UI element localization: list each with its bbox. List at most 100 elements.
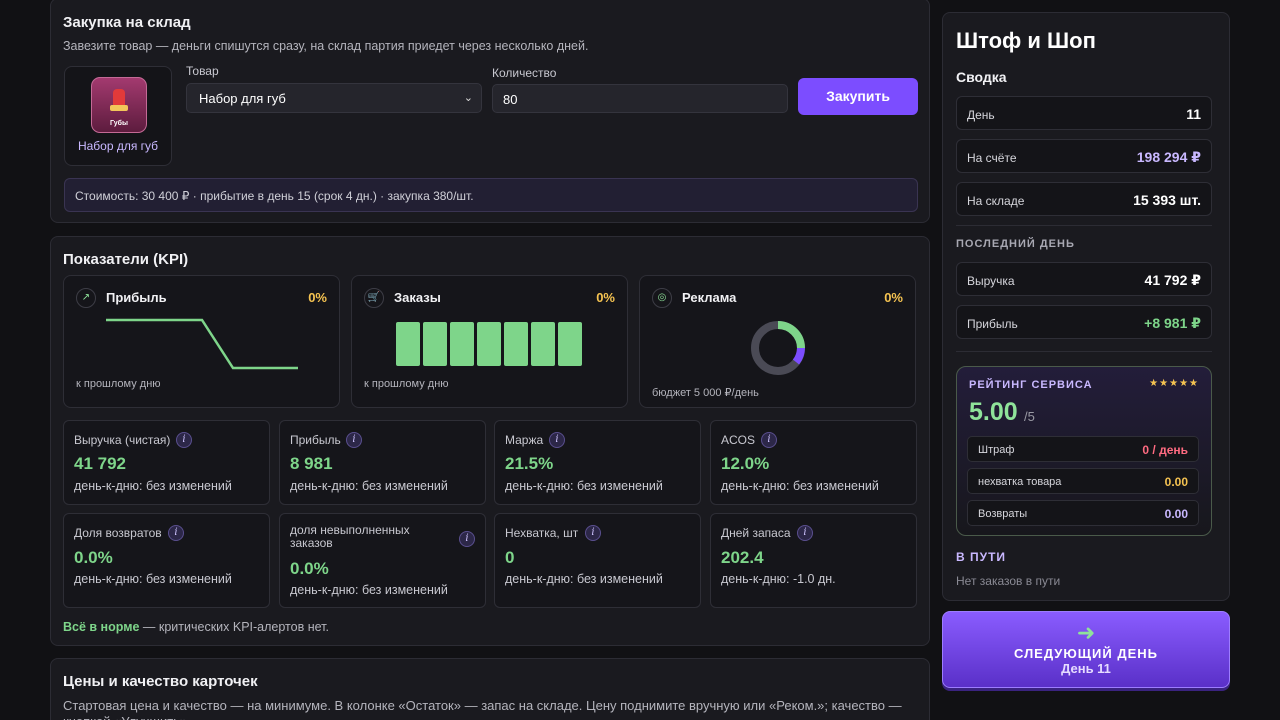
profit-sparkline [106,318,298,370]
mini-title: Прибыль [106,290,167,305]
cart-icon: 🛒 [364,288,384,308]
buy-button[interactable]: Закупить [798,78,918,115]
purchase-card: Закупка на склад Завезите товар — деньги… [50,0,930,223]
product-tile[interactable]: Губы Набор для губ [64,66,172,166]
purchase-title: Закупка на склад [63,14,191,31]
info-icon[interactable]: i [797,525,813,541]
mini-pct: 0% [884,290,903,305]
mini-note: к прошлому дню [364,378,449,390]
next-day-label: СЛЕДУЮЩИЙ ДЕНЬ [1014,646,1158,661]
summary-row-balance: На счёте 198 294 ₽ [956,139,1212,173]
rating-row-value: 0.00 [1164,507,1188,521]
orders-mini-card[interactable]: 🛒 Заказы 0% к прошлому дню [351,275,628,408]
row-value: +8 981 ₽ [1144,315,1201,331]
stat-value: 202.4 [721,548,764,567]
stat-label: доля невыполненных заказов [290,523,410,550]
target-icon: ◎ [652,288,672,308]
product-select[interactable]: Набор для губ ⌄ [186,83,482,113]
last-day-row-profit: Прибыль +8 981 ₽ [956,305,1212,339]
stat-margin[interactable]: Маржа i 21.5% день-к-дню: без изменений [494,420,701,505]
prices-card: Цены и качество карточек Стартовая цена … [50,658,930,720]
stat-value: 0.0% [74,548,113,567]
stat-label: Нехватка, шт [505,526,579,540]
stat-unfulfilled-share[interactable]: доля невыполненных заказов i 0.0% день-к… [279,513,486,608]
row-value: 198 294 ₽ [1136,149,1201,165]
stat-change: день-к-дню: без изменений [505,572,663,586]
row-value: 41 792 ₽ [1144,272,1201,288]
divider [956,225,1212,226]
rating-scale: /5 [1024,409,1035,424]
prices-title: Цены и качество карточек [63,673,258,690]
mini-pct: 0% [596,290,615,305]
lipstick-icon: Губы [91,77,147,133]
product-field-label: Товар [186,64,219,78]
rating-row-key: нехватка товара [978,476,1062,488]
stat-change: день-к-дню: без изменений [721,479,879,493]
stat-value: 8 981 [290,454,333,473]
stat-acos[interactable]: ACOS i 12.0% день-к-дню: без изменений [710,420,917,505]
info-icon[interactable]: i [549,432,565,448]
stat-value: 0 [505,548,515,567]
rating-row-value: 0.00 [1164,475,1188,489]
profit-mini-card[interactable]: ↗ Прибыль 0% к прошлому дню [63,275,340,408]
info-icon[interactable]: i [459,531,475,547]
row-value: 15 393 шт. [1133,192,1201,208]
stat-change: день-к-дню: без изменений [74,479,232,493]
rating-row-key: Штраф [978,444,1015,456]
product-image-label: Губы [110,120,128,127]
kpi-status-line: Всё в норме — критических KPI-алертов не… [63,620,329,634]
product-tile-name: Набор для губ [77,139,159,153]
info-icon[interactable]: i [168,525,184,541]
prices-text: Стартовая цена и качество — на минимуме.… [63,698,902,720]
stat-label: Выручка (чистая) [74,433,171,447]
last-day-row-revenue: Выручка 41 792 ₽ [956,262,1212,296]
rating-row-shortage: нехватка товара 0.00 [967,468,1199,494]
stat-profit[interactable]: Прибыль i 8 981 день-к-дню: без изменени… [279,420,486,505]
rating-stars: ★★★★★ [1149,378,1199,389]
rating-title: РЕЙТИНГ СЕРВИСА [969,379,1093,391]
stat-change: день-к-дню: без изменений [290,583,448,597]
mini-note: к прошлому дню [76,378,161,390]
stat-returns-share[interactable]: Доля возвратов i 0.0% день-к-дню: без из… [63,513,270,608]
stat-revenue[interactable]: Выручка (чистая) i 41 792 день-к-дню: бе… [63,420,270,505]
stat-label: Маржа [505,433,544,447]
mini-note: бюджет 5 000 ₽/день [652,387,759,399]
rating-value: 5.00 [969,398,1018,426]
service-rating-card: РЕЙТИНГ СЕРВИСА ★★★★★ 5.00 /5 Штраф 0 / … [956,366,1212,536]
info-icon[interactable]: i [176,432,192,448]
ads-mini-card[interactable]: ◎ Реклама 0% бюджет 5 000 ₽/день [639,275,916,408]
stat-shortage[interactable]: Нехватка, шт i 0 день-к-дню: без изменен… [494,513,701,608]
summary-row-stock: На складе 15 393 шт. [956,182,1212,216]
info-icon[interactable]: i [346,432,362,448]
rating-row-key: Возвраты [978,508,1028,520]
kpi-title: Показатели (KPI) [63,251,189,268]
stat-value: 21.5% [505,454,554,473]
stat-change: день-к-дню: без изменений [505,479,663,493]
purchase-subtitle: Завезите товар — деньги спишутся сразу, … [63,39,589,53]
kpi-status-text: — критических KPI-алертов нет. [139,620,329,634]
rating-row-value: 0 / день [1142,443,1188,457]
mini-title: Реклама [682,290,737,305]
stat-days-of-stock[interactable]: Дней запаса i 202.4 день-к-дню: -1.0 дн. [710,513,917,608]
row-key: На счёте [967,151,1017,165]
next-day-number: День 11 [1061,661,1111,676]
row-key: Выручка [967,274,1015,288]
mini-pct: 0% [308,290,327,305]
side-panel: Штоф и Шоп Сводка День 11 На счёте 198 2… [942,12,1230,601]
ads-donut [751,321,805,375]
info-icon[interactable]: i [585,525,601,541]
last-day-caption: ПОСЛЕДНИЙ ДЕНЬ [956,238,1075,250]
row-key: День [967,108,995,122]
transit-title: В ПУТИ [956,550,1007,564]
quantity-input[interactable]: 80 [492,84,788,113]
rating-row-returns: Возвраты 0.00 [967,500,1199,526]
row-key: Прибыль [967,317,1018,331]
next-day-button[interactable]: ➜ СЛЕДУЮЩИЙ ДЕНЬ День 11 [942,611,1230,688]
row-key: На складе [967,194,1025,208]
divider [956,351,1212,352]
trend-icon: ↗ [76,288,96,308]
kpi-status-ok: Всё в норме [63,620,140,634]
info-icon[interactable]: i [761,432,777,448]
summary-title: Сводка [956,69,1007,85]
